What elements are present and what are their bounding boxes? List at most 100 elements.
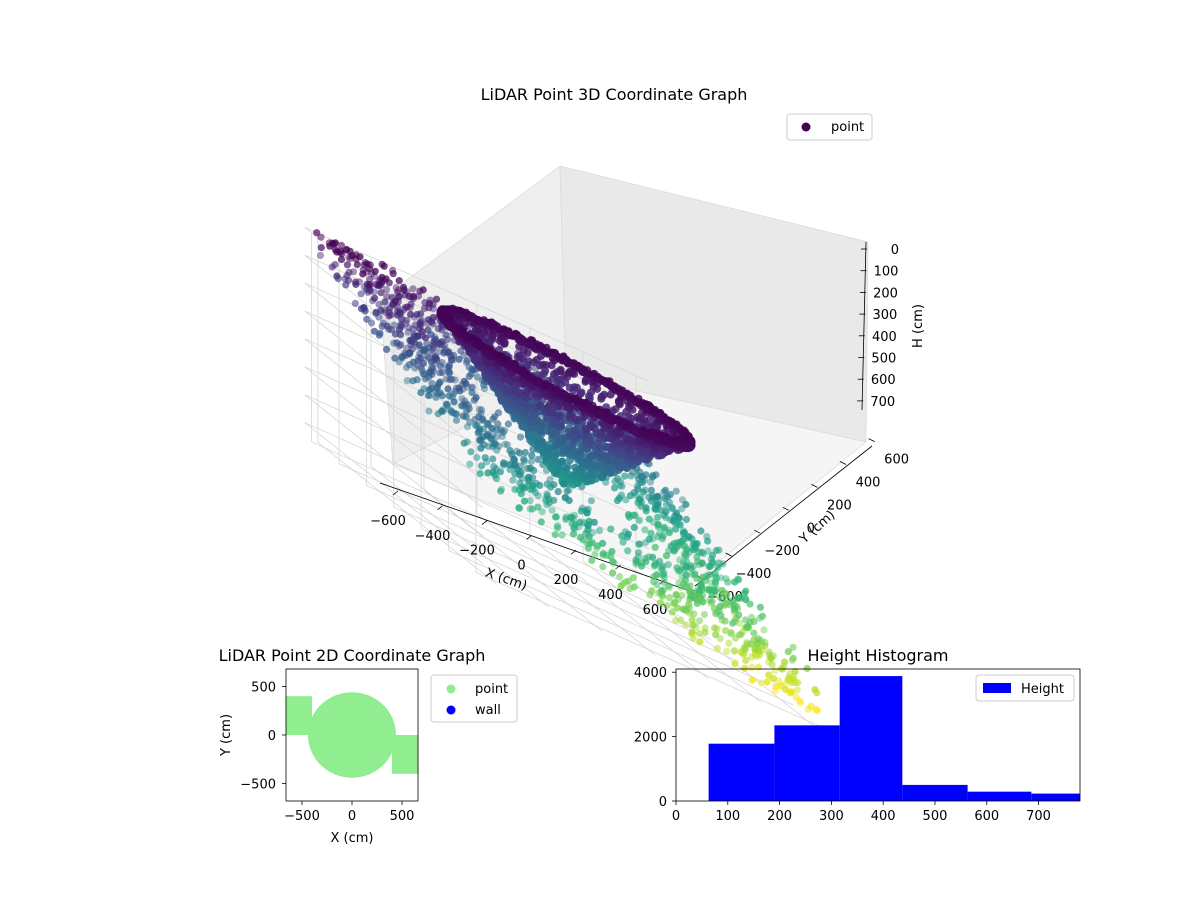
data-point-3d	[677, 583, 685, 591]
data-point-3d	[520, 455, 528, 463]
data-point-3d	[496, 468, 504, 476]
data-point-3d	[584, 522, 592, 530]
data-point-3d	[539, 460, 547, 469]
data-point-3d	[616, 430, 625, 438]
data-point-3d	[529, 358, 538, 367]
ticks-histogram: 0 100 200 300 400 500 600 700 0 2000 4000	[634, 666, 1051, 824]
data-point-3d	[718, 595, 726, 603]
data-point-3d	[477, 462, 486, 470]
plot-frame-histogram	[675, 668, 1081, 802]
data-point-3d	[424, 391, 432, 400]
data-point-3d	[617, 582, 625, 590]
data-point-3d	[791, 667, 799, 676]
data-point-3d	[632, 556, 640, 564]
data-point-3d	[501, 440, 509, 448]
data-point-3d	[558, 531, 566, 539]
data-point-3d	[723, 595, 731, 603]
data-point-3d	[413, 376, 421, 384]
data-point-3d	[493, 433, 501, 441]
data-point-3d	[570, 369, 579, 378]
data-point-3d	[654, 513, 662, 521]
data-point-3d	[534, 455, 542, 464]
data-point-3d	[697, 581, 705, 589]
data-point-3d	[363, 315, 371, 323]
data-point-3d	[576, 389, 585, 398]
data-point-3d	[641, 486, 649, 494]
data-point-3d	[693, 599, 701, 608]
data-point-3d	[490, 471, 499, 479]
data-point-3d	[695, 617, 704, 625]
data-point-3d	[515, 471, 524, 479]
histogram-bar	[708, 743, 775, 801]
data-point-3d	[548, 506, 556, 514]
x-tick-3d	[615, 564, 621, 570]
data-point-3d	[741, 664, 749, 672]
y-tick-label-3d: −400	[736, 567, 772, 582]
data-point-3d	[429, 341, 437, 349]
data-point-3d	[683, 583, 691, 591]
data-point-3d	[333, 248, 341, 256]
chart-2d: LiDAR Point 2D Coordinate Graph −500 0 500…	[219, 646, 518, 846]
data-point-3d	[713, 644, 722, 653]
data-point-3d	[503, 331, 512, 340]
y-tick-label-2d: 0	[268, 729, 276, 744]
data-point-3d	[617, 394, 626, 402]
data-point-3d	[429, 365, 437, 373]
data-point-3d	[528, 452, 536, 460]
data-point-3d	[788, 656, 796, 664]
data-point-3d	[439, 407, 447, 415]
data-point-3d	[690, 543, 698, 551]
data-point-3d	[706, 596, 714, 604]
data-point-3d	[641, 555, 649, 563]
data-point-3d	[741, 645, 749, 653]
data-point-3d	[748, 676, 756, 684]
y-tick-3d	[754, 529, 761, 534]
floor-grid-y	[420, 528, 766, 684]
data-point-3d	[756, 603, 765, 611]
data-point-3d	[550, 481, 558, 489]
data-point-3d	[760, 626, 768, 634]
data-point-3d	[725, 639, 733, 647]
data-point-3d	[394, 307, 402, 315]
legend-point-marker	[446, 684, 456, 694]
data-point-3d	[682, 563, 691, 571]
wall-grid-h	[304, 422, 650, 578]
data-point-3d	[742, 656, 750, 665]
data-point-3d	[342, 281, 350, 289]
data-point-3d	[698, 559, 707, 568]
data-point-3d	[662, 552, 671, 560]
data-point-3d	[757, 679, 765, 687]
data-point-3d	[717, 574, 725, 582]
data-point-3d	[615, 400, 624, 409]
data-point-3d	[675, 567, 683, 575]
data-point-3d	[504, 420, 512, 428]
data-point-3d	[647, 486, 656, 494]
data-point-3d	[343, 261, 351, 269]
data-point-3d	[750, 629, 758, 637]
data-point-3d	[497, 487, 505, 495]
data-point-3d	[675, 579, 683, 587]
x-tick-label-2d: 500	[390, 809, 415, 824]
legend-histogram: Height	[975, 674, 1075, 702]
data-point-3d	[413, 332, 421, 340]
data-point-3d	[489, 415, 497, 423]
data-point-3d	[571, 524, 579, 533]
data-point-3d	[672, 487, 680, 495]
y-tick-label-3d: −200	[764, 544, 800, 559]
y-tick-3d	[811, 484, 818, 488]
data-point-3d	[721, 627, 730, 635]
data-point-3d	[645, 535, 653, 543]
data-point-3d	[661, 494, 669, 502]
data-point-3d	[513, 447, 521, 455]
data-point-3d	[609, 558, 617, 566]
data-point-3d	[676, 556, 684, 564]
data-point-3d	[483, 419, 492, 427]
data-point-3d	[581, 375, 590, 384]
data-point-3d	[316, 251, 325, 260]
data-point-3d	[554, 524, 562, 532]
data-point-3d	[784, 676, 792, 684]
data-point-3d	[554, 488, 562, 496]
data-point-3d	[642, 504, 650, 512]
data-point-3d	[653, 492, 662, 500]
